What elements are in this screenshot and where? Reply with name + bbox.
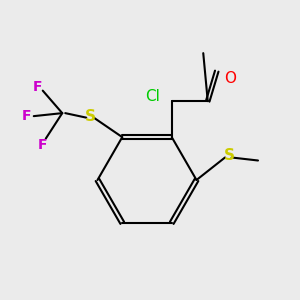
Text: O: O <box>224 71 236 86</box>
Text: Cl: Cl <box>145 89 160 104</box>
Text: S: S <box>85 109 96 124</box>
Text: F: F <box>22 109 31 123</box>
Text: F: F <box>33 80 42 94</box>
Text: F: F <box>38 138 47 152</box>
Text: S: S <box>224 148 235 164</box>
